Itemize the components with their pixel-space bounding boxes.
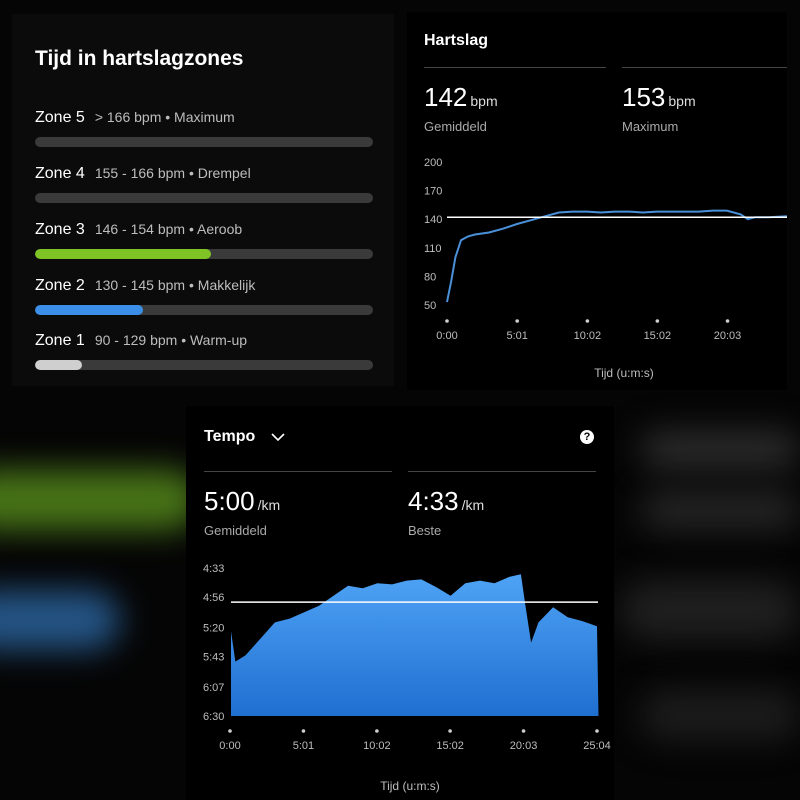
x-tick-label: 10:02	[363, 740, 391, 752]
maximum-value: 153	[622, 82, 666, 112]
x-tick-label: 20:03	[714, 330, 742, 342]
y-tick-label: 5:20	[203, 622, 224, 634]
average-value: 5:00	[204, 486, 255, 516]
zone-progress-fill	[35, 249, 211, 259]
zone-row-1: Zone 1 90 - 129 bpm • Warm-up	[35, 332, 373, 370]
help-icon[interactable]: ?	[580, 430, 594, 444]
maximum-label: Maximum	[622, 119, 679, 134]
best-value: 4:33	[408, 486, 459, 516]
x-axis-label: Tijd (u:m:s)	[594, 366, 654, 380]
heart-rate-maximum-stat: 153 bpm Maximum	[622, 67, 787, 134]
x-tick-label: 5:01	[293, 740, 314, 752]
x-tick-dot	[448, 729, 452, 733]
best-unit: /km	[461, 497, 485, 513]
x-tick-dot	[585, 319, 590, 323]
x-tick-label: 0:00	[436, 330, 457, 342]
x-tick-label: 5:01	[506, 330, 527, 342]
y-tick-label: 6:07	[203, 682, 224, 694]
x-tick-dot	[595, 729, 599, 733]
zones-title: Tijd in hartslagzones	[35, 47, 244, 70]
zone-progress-fill	[35, 360, 83, 370]
divider	[408, 471, 596, 472]
blurred-backdrop	[0, 590, 120, 650]
zone-range: 155 - 166 bpm • Drempel	[94, 165, 251, 181]
divider	[424, 67, 606, 68]
zone-progress-track	[35, 305, 373, 315]
y-tick-label: 170	[424, 186, 442, 198]
blurred-backdrop	[640, 430, 800, 470]
zone-name: Zone 4	[35, 165, 85, 182]
zone-range: 130 - 145 bpm • Makkelijk	[94, 277, 256, 293]
average-unit: /km	[257, 497, 281, 513]
blurred-backdrop	[620, 580, 800, 640]
zone-row-3: Zone 3 146 - 154 bpm • Aeroob	[35, 221, 373, 259]
x-tick-label: 15:02	[436, 740, 464, 752]
tempo-chart: 4:33 4:56 5:20 5:43 6:07 6:30 0:00 5:01 10:02 15…	[203, 563, 611, 793]
heart-rate-line	[446, 209, 787, 303]
heart-rate-card: Hartslag 142 bpm Gemiddeld 153 bpm Maximum…	[407, 12, 787, 390]
tempo-best-stat: 4:33/km Beste	[408, 471, 596, 538]
average-value: 142	[424, 82, 468, 112]
average-unit: bpm	[470, 93, 498, 109]
y-tick-label: 4:33	[203, 563, 224, 575]
chevron-down-icon	[271, 433, 285, 442]
zone-progress-track	[35, 249, 373, 259]
tempo-card: Tempo ? 5:00/km Gemiddeld 4:33/km Beste …	[186, 406, 614, 800]
x-tick-dot	[228, 729, 232, 733]
zone-range: 90 - 129 bpm • Warm-up	[94, 332, 248, 348]
zone-name: Zone 2	[35, 277, 85, 294]
heart-rate-zones-card: Tijd in hartslagzones Zone 5 > 166 bpm • …	[12, 14, 394, 386]
zone-name: Zone 3	[35, 221, 85, 238]
zone-range: 146 - 154 bpm • Aeroob	[94, 221, 243, 237]
x-tick-label: 20:03	[510, 740, 538, 752]
zone-range: > 166 bpm • Maximum	[94, 109, 235, 125]
maximum-unit: bpm	[668, 93, 696, 109]
zone-progress-track	[35, 360, 373, 370]
y-tick-label: 200	[424, 157, 442, 169]
x-tick-label: 15:02	[644, 330, 672, 342]
x-tick-label: 10:02	[574, 330, 602, 342]
zone-row-2: Zone 2 130 - 145 bpm • Makkelijk	[35, 277, 373, 315]
zone-row-4: Zone 4 155 - 166 bpm • Drempel	[35, 165, 373, 203]
y-tick-label: 4:56	[203, 592, 224, 604]
x-tick-dot	[655, 319, 660, 323]
tempo-title: Tempo	[204, 428, 256, 445]
tempo-average-stat: 5:00/km Gemiddeld	[204, 471, 392, 538]
blurred-backdrop	[640, 490, 800, 530]
average-label: Gemiddeld	[424, 119, 487, 134]
y-tick-label: 6:30	[203, 711, 224, 723]
zone-progress-track	[35, 193, 373, 203]
zone-name: Zone 5	[35, 109, 85, 126]
x-tick-dot	[725, 319, 730, 323]
x-tick-label: 25:04	[583, 740, 611, 752]
best-label: Beste	[408, 523, 442, 538]
tempo-area	[231, 574, 599, 716]
zone-row-5: Zone 5 > 166 bpm • Maximum	[35, 109, 373, 147]
x-tick-dot	[445, 319, 449, 323]
y-tick-label: 80	[424, 271, 436, 283]
blurred-backdrop	[0, 470, 200, 530]
divider	[622, 67, 787, 68]
x-axis-label: Tijd (u:m:s)	[380, 779, 440, 793]
x-tick-dot	[515, 319, 519, 323]
y-tick-label: 5:43	[203, 652, 224, 664]
heart-rate-average-stat: 142 bpm Gemiddeld	[424, 67, 606, 134]
zone-progress-track	[35, 137, 373, 147]
x-tick-dot	[301, 729, 306, 733]
blurred-backdrop	[640, 690, 800, 740]
y-tick-label: 110	[424, 243, 442, 255]
heart-rate-title: Hartslag	[424, 32, 489, 49]
heart-rate-chart: 200 170 140 110 80 50 0:00 5:01 10:02 15:02 20:03…	[424, 157, 787, 380]
y-tick-label: 50	[424, 300, 436, 312]
zone-name: Zone 1	[35, 332, 85, 349]
x-tick-label: 0:00	[219, 740, 240, 752]
x-tick-dot	[521, 729, 526, 733]
y-tick-label: 140	[424, 214, 442, 226]
average-label: Gemiddeld	[204, 523, 267, 538]
metric-dropdown[interactable]: Tempo	[204, 428, 285, 446]
x-tick-dot	[375, 729, 379, 733]
divider	[204, 471, 392, 472]
zone-progress-fill	[35, 305, 144, 315]
